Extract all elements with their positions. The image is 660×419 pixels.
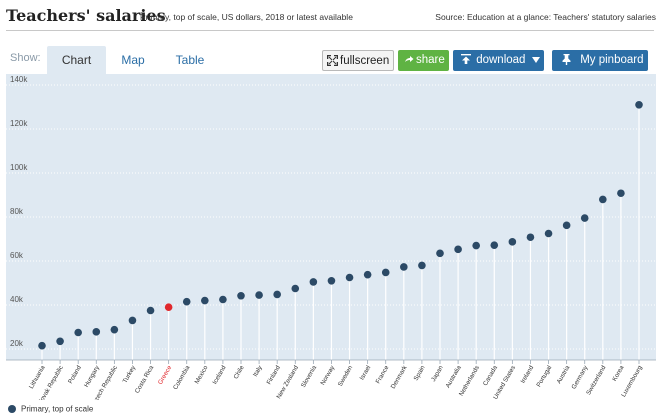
legend-label: Primary, top of scale [21, 404, 94, 414]
data-point [38, 341, 46, 350]
tab-table[interactable]: Table [175, 53, 205, 67]
x-tick-label: Israel [359, 365, 373, 382]
download-icon [461, 54, 471, 65]
download-label: download [476, 54, 526, 66]
y-tick-label: 140k [10, 75, 28, 84]
share-label: share [416, 54, 445, 66]
x-tick-label: Sweden [337, 364, 355, 388]
y-tick-label: 60k [10, 251, 24, 260]
x-tick-label: Greece [157, 364, 174, 386]
caret-down-icon [649, 56, 658, 63]
tab-map[interactable]: Map [121, 53, 145, 67]
dot-chart: 20k40k60k80k100k120k140kLithuaniaSlovak … [6, 75, 656, 400]
y-tick-label: 100k [10, 163, 28, 172]
data-point [617, 189, 625, 198]
page-title: Teachers' salaries [6, 6, 166, 25]
x-tick-label: Portugal [535, 365, 553, 389]
tab-chart[interactable]: Chart [47, 46, 106, 74]
x-tick-label: Ireland [519, 364, 535, 385]
data-point [128, 316, 137, 325]
legend-swatch [8, 404, 16, 413]
source-link[interactable]: Source: Education at a glance: Teachers'… [435, 12, 656, 22]
y-tick-label: 20k [10, 339, 24, 348]
x-tick-label: Finland [266, 364, 283, 386]
data-point [255, 291, 263, 299]
x-tick-label: Australia [445, 364, 464, 389]
data-point [74, 328, 82, 337]
share-button[interactable]: share [398, 50, 449, 71]
data-point [544, 229, 553, 238]
data-point [345, 273, 354, 282]
data-point [182, 297, 191, 306]
x-tick-label: Korea [611, 364, 626, 382]
x-tick-label: Slovenia [300, 364, 318, 389]
x-tick-label: Japan [430, 364, 445, 383]
toolbar: Show: Chart Map Table fullscreen share d… [0, 44, 660, 74]
data-point [454, 245, 462, 254]
y-tick-label: 40k [10, 295, 24, 304]
pinboard-button[interactable]: My pinboard [552, 50, 658, 71]
x-tick-label: Germany [570, 364, 589, 391]
download-button[interactable]: download [453, 50, 544, 71]
data-point [635, 101, 643, 109]
x-tick-label: Italy [252, 364, 264, 378]
data-point [418, 261, 426, 270]
pinboard-label: My pinboard [580, 54, 644, 66]
data-point [56, 337, 64, 346]
data-point [291, 284, 300, 293]
y-tick-label: 80k [10, 207, 24, 216]
data-point [381, 268, 390, 277]
x-tick-label: Austria [556, 364, 572, 385]
x-tick-label: Norway [319, 364, 336, 387]
data-point [490, 241, 499, 249]
data-point [273, 290, 281, 299]
pin-icon [562, 54, 571, 66]
data-point [219, 295, 227, 304]
data-point [526, 233, 535, 242]
y-tick-label: 120k [10, 119, 28, 128]
x-tick-label: Canada [482, 364, 499, 387]
x-tick-label: Chile [232, 364, 245, 380]
x-tick-label: Poland [67, 364, 83, 385]
page-subtitle: Primary, top of scale, US dollars, 2018 … [140, 12, 353, 22]
data-point [237, 291, 245, 300]
data-point [508, 238, 517, 246]
fullscreen-icon [327, 55, 338, 67]
header-divider [6, 30, 654, 31]
data-point [110, 325, 119, 334]
data-point [363, 270, 372, 279]
x-tick-label: Colombia [172, 364, 192, 391]
data-point [562, 221, 571, 230]
x-tick-label: Iceland [211, 364, 227, 386]
x-tick-label: Lithuania [28, 364, 47, 390]
x-tick-label: Denmark [390, 364, 409, 390]
data-point [580, 214, 589, 222]
data-point [436, 249, 444, 258]
x-tick-label: Mexico [194, 364, 210, 385]
x-tick-label: Turkey [122, 364, 138, 385]
caret-down-icon [531, 56, 540, 63]
data-point [92, 328, 101, 336]
data-point [164, 303, 173, 312]
data-point [599, 195, 607, 204]
data-point [201, 296, 209, 305]
x-tick-label: Hungary [83, 364, 101, 389]
x-tick-label: Costa Rica [134, 364, 156, 395]
fullscreen-label: fullscreen [340, 55, 390, 67]
fullscreen-button[interactable]: fullscreen [322, 50, 394, 71]
legend: Primary, top of scale [8, 404, 93, 413]
header: Teachers' salaries Primary, top of scale… [6, 6, 656, 28]
x-tick-label: Spain [413, 364, 427, 382]
data-point [327, 277, 336, 285]
data-point [309, 278, 318, 286]
show-label: Show: [10, 52, 41, 64]
x-tick-label: France [375, 364, 391, 385]
data-point [400, 263, 408, 271]
share-icon [405, 55, 414, 62]
data-point [146, 306, 155, 315]
data-point [472, 241, 480, 250]
